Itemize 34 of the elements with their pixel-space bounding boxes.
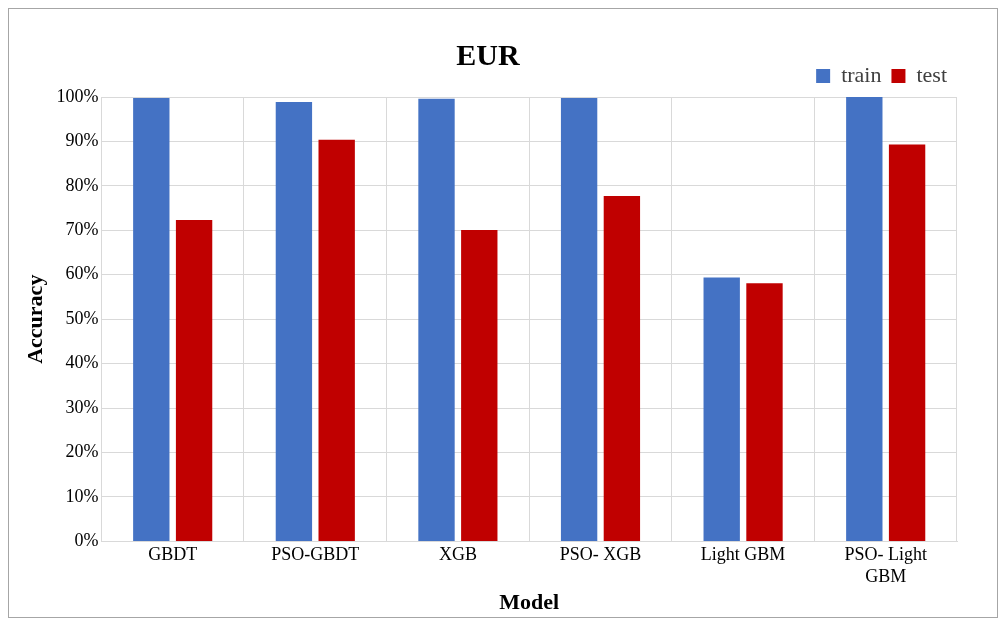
y-tick-label: 90%	[65, 130, 99, 151]
x-tick-label: PSO-GBDT	[271, 543, 360, 564]
legend-label: test	[916, 61, 948, 87]
y-tick-label: 40%	[65, 352, 99, 373]
y-tick-label: 50%	[65, 307, 99, 328]
legend-label: train	[841, 61, 882, 87]
y-tick-label: 0%	[74, 530, 99, 551]
bar	[275, 101, 313, 541]
x-tick-label: XGB	[438, 543, 477, 564]
y-tick-label: 10%	[65, 485, 99, 506]
y-tick-label: 100%	[56, 85, 99, 106]
bar	[603, 196, 641, 541]
x-tick-label: GBDT	[148, 543, 198, 564]
bar	[888, 144, 926, 541]
y-tick-label: 30%	[65, 396, 99, 417]
bar	[846, 97, 883, 541]
bar	[318, 139, 355, 541]
bar	[560, 97, 598, 541]
bar	[133, 97, 170, 541]
bar	[418, 98, 455, 541]
y-tick-label: 20%	[65, 441, 99, 462]
y-axis-title: Accuracy	[21, 274, 47, 364]
x-tick-label: Light GBM	[700, 543, 786, 564]
bar	[703, 277, 740, 541]
bar	[746, 283, 783, 541]
x-tick-label: PSO- Light GBM	[844, 543, 927, 586]
chart-title: EUR	[456, 37, 520, 71]
y-tick-label: 80%	[65, 174, 99, 195]
bar	[175, 220, 213, 541]
x-tick-label: PSO- XGB	[559, 543, 642, 564]
y-tick-label: 60%	[65, 263, 99, 284]
bar	[461, 229, 498, 541]
x-axis-title: Model	[499, 589, 560, 615]
y-tick-label: 70%	[65, 219, 99, 240]
